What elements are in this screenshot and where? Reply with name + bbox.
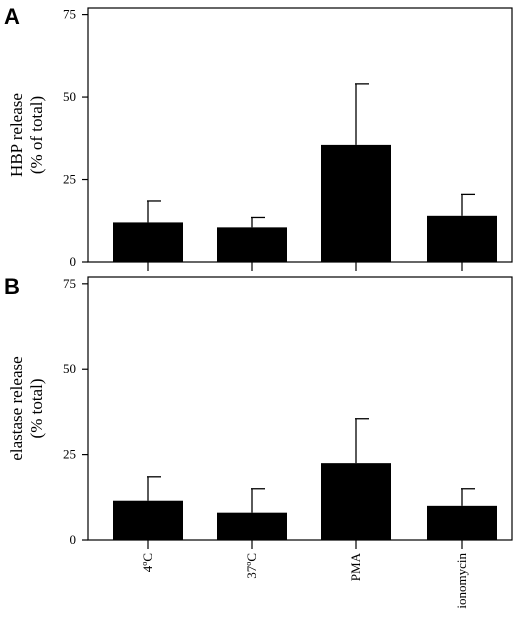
y-axis-title-line: HBP release [7, 93, 26, 177]
y-axis-title: HBP release(% of total) [7, 93, 46, 177]
plot-frame [87, 7, 513, 263]
y-axis-title: elastase release(% total) [7, 356, 46, 460]
chart-panel-b: B 0 25 50 75 elastase release(% total) [4, 274, 513, 549]
chart-panel-a: A 0 25 50 75 HBP release(% of total) [4, 4, 513, 271]
plot-frame [87, 276, 513, 541]
x-category-label: 4ºC [140, 553, 155, 572]
y-tick-label: 25 [63, 172, 76, 187]
x-category-label: ionomycin [454, 553, 469, 609]
y-axis-title-line: (% total) [27, 379, 46, 439]
y-tick-label: 50 [63, 361, 76, 376]
panel-letter: A [4, 4, 20, 29]
y-tick-label: 50 [63, 89, 76, 104]
y-tick-label: 75 [63, 7, 76, 22]
bar-a-2 [217, 227, 287, 262]
y-tick-label: 0 [70, 254, 77, 269]
y-tick-label: 25 [63, 447, 76, 462]
bar-b-2 [217, 512, 287, 540]
bar-a-3 [321, 144, 391, 262]
bar-b-3 [321, 463, 391, 540]
y-axis-title-line: (% of total) [27, 96, 46, 174]
bar-a-1 [113, 222, 183, 262]
y-tick-label: 75 [63, 276, 76, 291]
x-category-label: 37ºC [244, 553, 259, 579]
y-axis-title-line: elastase release [7, 356, 26, 460]
x-category-label: PMA [348, 552, 363, 581]
y-tick-label: 0 [70, 532, 77, 547]
bar-b-4 [427, 505, 497, 540]
panel-letter: B [4, 274, 20, 299]
bar-b-1 [113, 500, 183, 540]
bar-a-4 [427, 215, 497, 262]
